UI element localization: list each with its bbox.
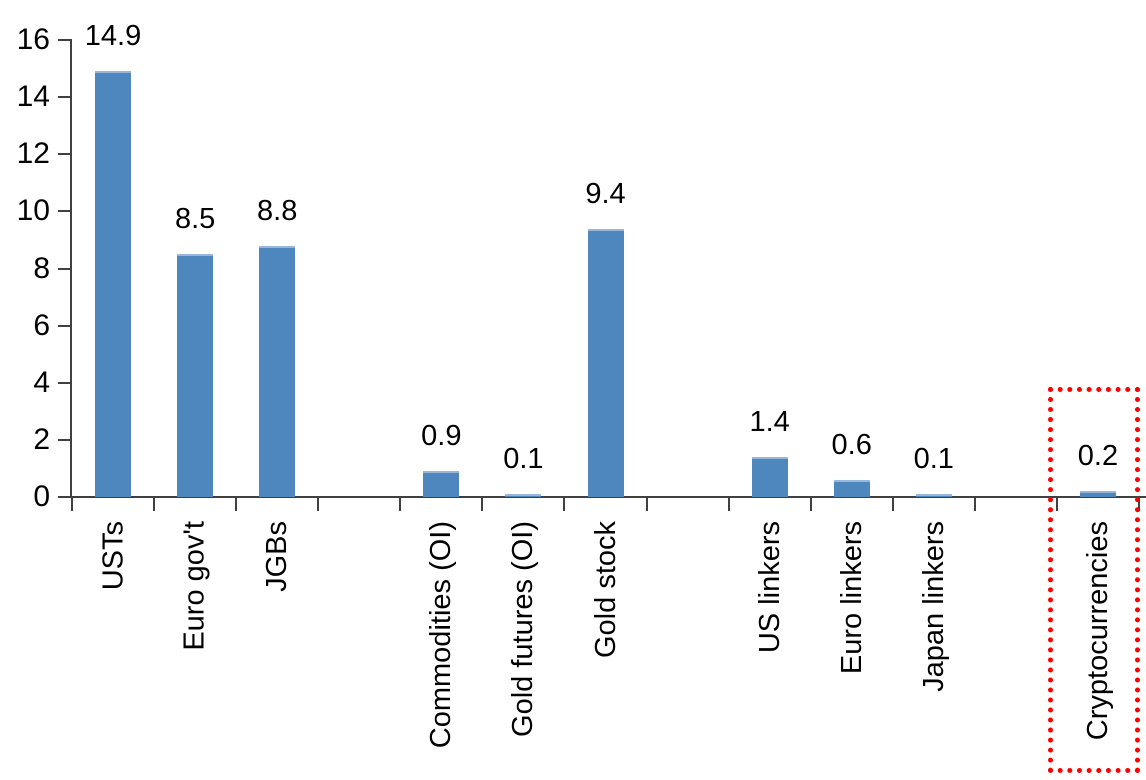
x-category-label-us-linkers: US linkers	[753, 521, 786, 654]
y-axis-tick	[58, 324, 72, 327]
x-axis-tick	[645, 497, 648, 511]
bar-value-label-us-linkers: 1.4	[749, 406, 790, 438]
x-category-label-jgbs: JGBs	[261, 521, 294, 592]
x-axis-tick	[727, 497, 730, 511]
x-axis-tick	[481, 497, 484, 511]
y-axis-tick	[58, 96, 72, 99]
y-axis-tick-label: 10	[16, 194, 50, 228]
bar-value-label-usts: 14.9	[84, 20, 142, 53]
y-axis-tick-label: 12	[16, 137, 50, 171]
bar-value-label-euro-gov-t: 8.5	[174, 203, 216, 236]
y-axis-tick-label: 16	[16, 23, 50, 56]
x-category-label-gold-stock: Gold stock	[589, 521, 622, 658]
y-axis-tick-label: 2	[33, 422, 50, 456]
bar-value-label-euro-linkers: 0.6	[831, 428, 872, 461]
y-axis-tick-label: 14	[16, 80, 50, 114]
bar-value-label-gold-futures-oi: 0.1	[503, 443, 544, 476]
x-axis-tick	[809, 497, 812, 511]
bar-cryptocurrencies	[1079, 491, 1116, 497]
y-axis-tick-label: 0	[33, 480, 50, 513]
x-axis-tick	[563, 497, 566, 511]
bar-value-label-cryptocurrencies: 0.2	[1077, 440, 1119, 473]
y-axis-tick-label: 8	[33, 251, 50, 285]
bar-us-linkers	[751, 457, 788, 497]
x-category-label-commodities-oi: Commodities (OI)	[425, 521, 458, 749]
x-category-label-euro-linkers: Euro linkers	[835, 521, 868, 675]
bar-euro-linkers	[833, 479, 870, 497]
y-axis-tick	[58, 210, 72, 213]
bar-gold-futures-oi	[505, 494, 542, 497]
x-axis-tick	[1055, 497, 1058, 511]
bar-value-label-japan-linkers: 0.1	[913, 443, 954, 476]
y-axis-tick	[58, 267, 72, 270]
highlight-box-cryptocurrencies	[1047, 387, 1140, 773]
x-axis-tick	[153, 497, 156, 511]
x-axis-tick	[71, 497, 73, 511]
bar-jgbs	[259, 245, 296, 497]
x-axis-tick	[891, 497, 894, 511]
y-axis-tick-label: 6	[33, 308, 50, 342]
x-category-label-euro-gov-t: Euro gov't	[179, 521, 212, 651]
bar-value-label-gold-stock: 9.4	[585, 177, 626, 210]
bar-usts	[95, 71, 132, 497]
y-axis-tick	[58, 496, 72, 498]
x-axis-tick	[973, 497, 976, 511]
x-axis-tick	[399, 497, 402, 511]
bar-value-label-jgbs: 8.8	[257, 194, 298, 227]
bar-japan-linkers	[915, 494, 952, 497]
bar-gold-stock	[587, 228, 624, 497]
y-axis-tick-label: 4	[33, 365, 50, 399]
x-axis-line	[70, 496, 1146, 498]
bar-value-label-commodities-oi: 0.9	[421, 420, 462, 453]
bar-euro-gov-t	[177, 254, 214, 497]
y-axis-tick	[58, 438, 72, 441]
y-axis-tick	[58, 153, 72, 156]
x-axis-tick	[235, 497, 238, 511]
x-axis-tick	[317, 497, 320, 511]
y-axis-tick	[58, 39, 72, 41]
x-category-label-japan-linkers: Japan linkers	[917, 521, 950, 692]
y-axis-tick	[58, 381, 72, 384]
x-category-label-gold-futures-oi: Gold futures (OI)	[507, 521, 540, 737]
x-category-label-usts: USTs	[97, 521, 130, 591]
bar-commodities-oi	[423, 471, 460, 497]
